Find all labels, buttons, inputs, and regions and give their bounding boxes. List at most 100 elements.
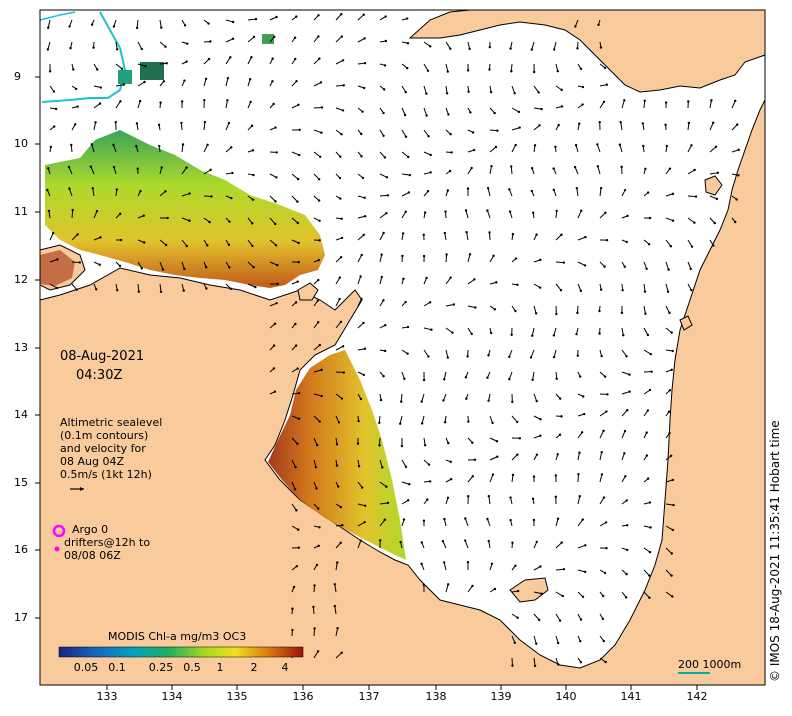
velocity-arrow-head [359,539,363,542]
velocity-arrow [313,173,320,180]
velocity-arrow-head [449,133,452,136]
velocity-arrow-head [363,61,367,65]
velocity-arrow-head [116,288,119,292]
velocity-arrow [467,279,475,285]
velocity-arrow [533,283,541,289]
velocity-arrow [423,129,429,137]
velocity-arrow [203,144,209,153]
velocity-arrow [291,195,298,203]
velocity-arrow-head [621,288,624,292]
velocity-arrow-head [46,48,50,51]
legend-line: 08 Aug 04Z [60,455,125,468]
velocity-arrow-head [206,244,209,247]
velocity-arrow-head [689,267,693,271]
velocity-arrow-head [339,541,342,545]
velocity-arrow-head [399,540,402,544]
velocity-arrow-head [273,322,277,325]
velocity-arrow-head [362,86,366,90]
velocity-arrow [709,146,717,153]
velocity-arrow [621,100,625,109]
velocity-arrow [225,122,230,131]
velocity-arrow-head [95,209,99,213]
velocity-arrow [555,542,563,549]
velocity-arrow [731,124,738,131]
velocity-arrow-head [384,15,387,18]
velocity-arrow-head [159,290,163,294]
velocity-arrow-head [556,69,559,73]
velocity-arrow-head [671,478,675,482]
velocity-arrow-head [428,301,432,304]
velocity-arrow-head [297,391,301,395]
velocity-arrow-head [425,276,428,280]
velocity-arrow [247,239,253,247]
chlorophyll-speck-1 [262,34,274,44]
velocity-arrow-head [320,106,324,109]
velocity-arrow [247,261,255,268]
velocity-arrow-head [402,277,405,281]
velocity-arrow-head [342,371,345,374]
velocity-arrow [533,305,537,314]
velocity-arrow-head [185,60,188,63]
velocity-arrow-head [687,100,690,103]
velocity-arrow-head [317,258,320,262]
velocity-arrow-head [205,287,208,290]
velocity-arrow-head [318,420,321,423]
velocity-arrow-head [669,245,673,248]
velocity-arrow-head [425,92,428,95]
velocity-arrow-head [486,187,490,190]
velocity-arrow-head [552,334,556,337]
velocity-arrow [643,591,650,599]
velocity-arrow-head [404,300,407,304]
velocity-arrow [269,195,276,202]
velocity-arrow-head [227,121,231,125]
velocity-arrow-head [75,288,78,291]
velocity-arrow-head [487,399,490,402]
argo-marker [52,524,66,538]
velocity-arrow-head [318,57,321,60]
velocity-arrow-head [693,221,696,224]
velocity-arrow [335,84,344,87]
velocity-arrow [489,456,498,461]
velocity-arrow-head [357,419,360,423]
lon-tick: 134 [161,690,183,703]
velocity-arrow [709,195,718,200]
velocity-arrow [313,106,323,109]
colorbar-tick: 4 [281,661,289,674]
velocity-arrow [442,540,447,549]
velocity-arrow [511,635,516,643]
velocity-arrow-head [53,125,56,128]
lat-tick: 10 [14,137,28,150]
velocity-arrow-head [363,347,367,350]
velocity-arrow [445,304,454,307]
velocity-arrow-head [298,128,301,132]
velocity-arrow-head [360,297,363,301]
velocity-arrow-head [666,290,670,293]
velocity-arrow-head [474,306,477,309]
legend-line: and velocity for [60,442,146,455]
velocity-arrow-head [357,465,361,468]
velocity-arrow [71,283,78,291]
velocity-arrow-head [317,507,320,510]
velocity-arrow-head [445,253,448,256]
velocity-arrow [335,298,341,307]
velocity-arrow [665,217,674,222]
velocity-arrow-head [510,333,513,336]
velocity-arrow-head [668,431,671,435]
velocity-arrow [269,217,276,225]
velocity-arrow-head [624,596,628,599]
velocity-arrow [621,409,628,417]
velocity-arrow-head [318,219,321,222]
velocity-arrow-head [362,321,365,325]
velocity-arrow-head [509,496,512,499]
velocity-arrow-head [430,328,433,331]
velocity-arrow-head [646,191,650,194]
velocity-arrow-head [337,485,340,488]
velocity-arrow-head [600,450,603,454]
velocity-arrow-head [649,526,652,529]
velocity-arrow [225,19,234,23]
velocity-arrow [423,107,428,116]
velocity-arrow [335,345,344,351]
velocity-arrow-head [490,164,493,168]
velocity-arrow [137,283,140,292]
velocity-arrow-head [466,560,470,564]
